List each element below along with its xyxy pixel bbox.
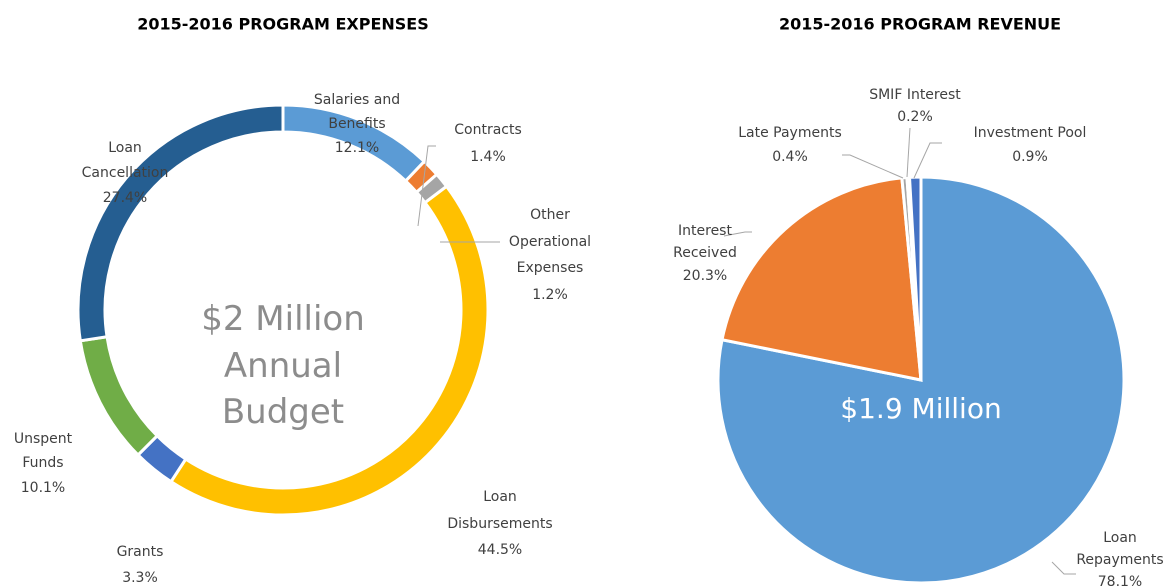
chart-title: 2015-2016 PROGRAM EXPENSES: [137, 15, 429, 34]
value-label: 1.4%: [470, 149, 506, 165]
slice-label: Unspent Funds: [14, 431, 73, 471]
leader-line: [842, 154, 904, 179]
slice-label: Grants: [117, 544, 164, 560]
leader-line: [906, 127, 911, 178]
value-label: 44.5%: [478, 542, 522, 558]
value-label: 0.9%: [1012, 149, 1048, 165]
center-label: $2 Million Annual Budget: [201, 299, 365, 432]
slice-label: Other Operational Expenses: [509, 207, 591, 276]
value-label: 20.3%: [683, 268, 727, 284]
slice-label: SMIF Interest: [869, 87, 961, 103]
donut-segment: [76, 103, 285, 343]
value-label: 0.2%: [897, 109, 933, 125]
slice-label: Loan Disbursements: [447, 489, 552, 532]
leader-line: [417, 145, 436, 227]
slice-label: Loan Cancellation: [82, 140, 169, 181]
value-label: 12.1%: [335, 140, 379, 156]
slice-label: Salaries and Benefits: [314, 92, 400, 132]
slice-label: Late Payments: [738, 125, 842, 141]
leader-line: [723, 231, 752, 237]
slice-label: Contracts: [454, 122, 522, 138]
center-label: $1.9 Million: [840, 392, 1001, 425]
pie-slice: [907, 175, 923, 381]
pie-slice: [720, 176, 923, 382]
value-label: 0.4%: [772, 149, 808, 165]
leader-line: [1051, 561, 1076, 575]
value-label: 10.1%: [21, 480, 65, 496]
donut-segment: [78, 335, 160, 458]
value-label: 3.3%: [122, 570, 158, 586]
slice-label: Investment Pool: [974, 125, 1087, 141]
value-label: 27.4%: [103, 190, 147, 206]
chart-title: 2015-2016 PROGRAM REVENUE: [779, 15, 1061, 34]
slice-label: Interest Received: [673, 223, 737, 261]
value-label: 1.2%: [532, 287, 568, 303]
slice-label: Loan Repayments: [1076, 530, 1163, 568]
leader-line: [913, 142, 942, 179]
value-label: 78.1%: [1098, 574, 1142, 587]
